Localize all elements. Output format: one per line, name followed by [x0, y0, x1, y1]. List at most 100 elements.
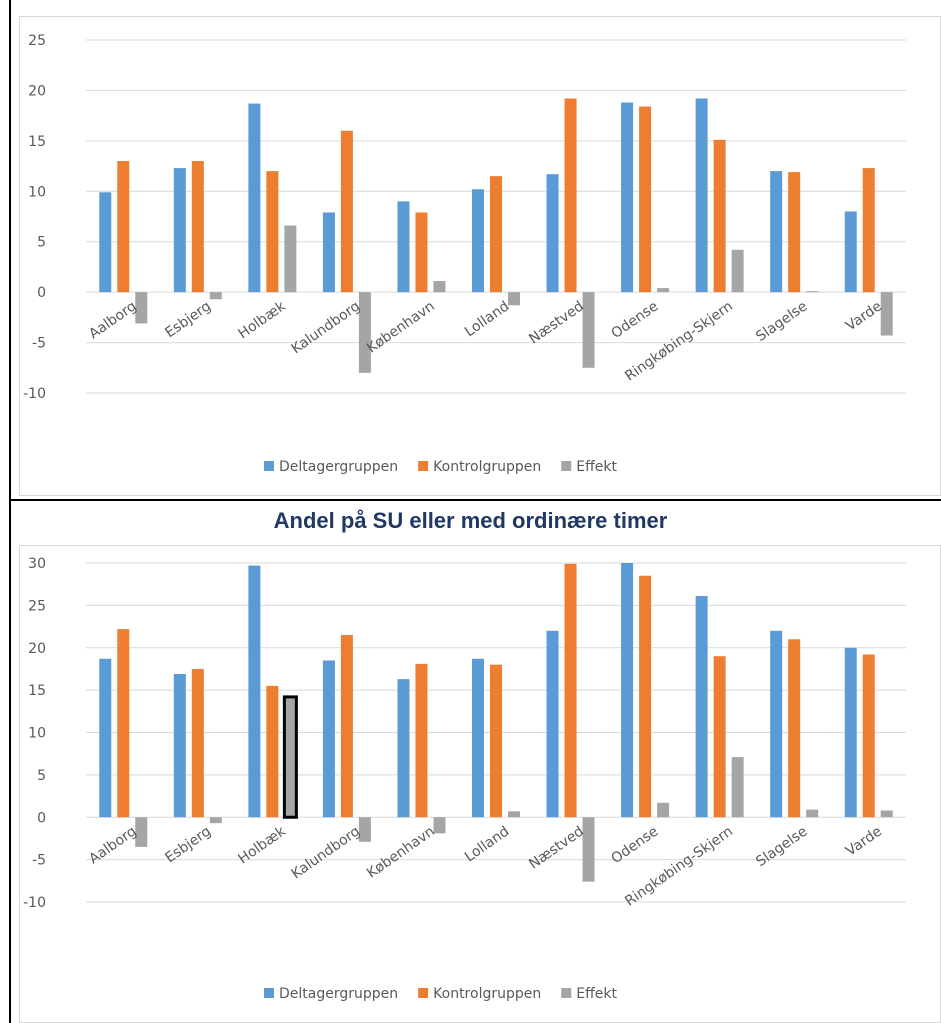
- bar-kontrolgruppen-7: [639, 106, 652, 293]
- bar-deltagergruppen-8: [695, 596, 708, 818]
- bar-kontrolgruppen-9: [788, 172, 801, 293]
- bar-deltagergruppen-7: [621, 563, 634, 818]
- bar-effekt-9: [806, 809, 819, 818]
- category-label: Aalborg: [86, 823, 139, 867]
- bar-effekt-4: [433, 281, 446, 293]
- bar-deltagergruppen-6: [546, 630, 559, 818]
- category-label: Slagelse: [753, 823, 810, 870]
- bar-effekt-4: [433, 817, 446, 834]
- y-tick-label: 0: [37, 285, 46, 301]
- y-tick-label: 15: [28, 683, 46, 699]
- left-border-line: [9, 0, 11, 1023]
- category-label: Lolland: [462, 823, 512, 865]
- bar-effekt-5: [508, 811, 520, 818]
- bar-effekt-0: [135, 292, 148, 324]
- bar-deltagergruppen-5: [472, 189, 484, 293]
- bar-effekt-7: [657, 802, 670, 818]
- legend-swatch: [561, 988, 572, 998]
- bar-deltagergruppen-7: [621, 102, 634, 293]
- bar-kontrolgruppen-5: [490, 176, 502, 293]
- bar-effekt-10: [880, 810, 893, 818]
- y-tick-label: 25: [28, 33, 46, 49]
- bar-deltagergruppen-0: [99, 658, 112, 818]
- bar-kontrolgruppen-10: [862, 654, 875, 818]
- y-tick-label: 20: [28, 641, 46, 657]
- bar-effekt-3: [358, 817, 371, 842]
- bar-deltagergruppen-8: [695, 98, 708, 293]
- bar-effekt-0: [135, 817, 148, 847]
- legend-label: Kontrolgruppen: [433, 986, 541, 1002]
- legend-label: Effekt: [576, 986, 617, 1002]
- bar-effekt-2: [282, 695, 298, 819]
- bar-deltagergruppen-1: [173, 168, 186, 293]
- y-tick-label: 5: [37, 768, 46, 784]
- bar-effekt-3: [358, 292, 371, 373]
- bar-deltagergruppen-3: [322, 660, 335, 818]
- y-tick-label: -10: [23, 895, 46, 911]
- bar-effekt-8: [731, 757, 744, 818]
- bar-deltagergruppen-10: [844, 211, 857, 293]
- legend-swatch: [264, 988, 274, 998]
- bar-kontrolgruppen-4: [415, 663, 428, 818]
- bar-effekt-6: [582, 292, 595, 368]
- bar-kontrolgruppen-7: [639, 575, 652, 818]
- legend-label: Effekt: [576, 459, 617, 475]
- y-tick-label: 0: [37, 810, 46, 826]
- bar-kontrolgruppen-0: [117, 629, 130, 818]
- bar-deltagergruppen-5: [472, 658, 484, 818]
- bar-kontrolgruppen-2: [266, 685, 279, 818]
- bar-deltagergruppen-9: [770, 630, 783, 818]
- y-tick-label: 10: [28, 726, 46, 742]
- bar-deltagergruppen-4: [397, 201, 410, 293]
- bar-effekt-2: [284, 225, 297, 293]
- bar-kontrolgruppen-6: [564, 98, 577, 293]
- legend-label: Deltagergruppen: [279, 986, 398, 1002]
- bar-kontrolgruppen-3: [340, 635, 353, 818]
- bar-effekt-1: [209, 817, 222, 824]
- bar-deltagergruppen-4: [397, 679, 410, 818]
- bar-kontrolgruppen-5: [490, 664, 502, 818]
- y-tick-label: 10: [28, 184, 46, 200]
- y-tick-label: 30: [28, 556, 46, 572]
- bar-effekt-6: [582, 817, 595, 882]
- bar-effekt-10: [880, 292, 893, 336]
- bar-kontrolgruppen-6: [564, 563, 577, 818]
- bar-effekt-5: [508, 292, 520, 306]
- category-label: Odense: [609, 823, 662, 867]
- legend-label: Kontrolgruppen: [433, 459, 541, 475]
- category-label: København: [364, 823, 438, 881]
- y-tick-label: -5: [32, 336, 46, 352]
- y-tick-label: 5: [37, 235, 46, 251]
- bar-effekt-7: [657, 288, 670, 293]
- y-tick-label: 20: [28, 83, 46, 99]
- bar-kontrolgruppen-4: [415, 212, 428, 293]
- chart-title: Andel på SU eller med ordinære timer: [273, 508, 668, 533]
- category-label: Kalundborg: [289, 823, 364, 882]
- legend-label: Deltagergruppen: [279, 459, 398, 475]
- bar-kontrolgruppen-3: [340, 130, 353, 293]
- y-tick-label: 15: [28, 134, 46, 150]
- bar-deltagergruppen-2: [248, 103, 261, 293]
- category-label: Varde: [843, 823, 885, 859]
- bar-kontrolgruppen-10: [862, 168, 875, 293]
- y-tick-label: -5: [32, 853, 46, 869]
- bar-kontrolgruppen-1: [191, 668, 204, 818]
- divider-line: [9, 499, 941, 501]
- bar-kontrolgruppen-2: [266, 171, 279, 293]
- bar-kontrolgruppen-8: [713, 656, 726, 818]
- legend-swatch: [264, 461, 274, 471]
- bar-effekt-8: [731, 249, 744, 293]
- bar-kontrolgruppen-9: [788, 639, 801, 818]
- category-label: Holbæk: [235, 823, 289, 867]
- bar-deltagergruppen-3: [322, 212, 335, 293]
- bar-deltagergruppen-2: [248, 565, 261, 818]
- bar-kontrolgruppen-8: [713, 139, 726, 293]
- bar-deltagergruppen-9: [770, 171, 783, 293]
- bar-kontrolgruppen-0: [117, 161, 130, 293]
- legend-swatch: [418, 461, 429, 471]
- bar-deltagergruppen-10: [844, 647, 857, 818]
- bar-effekt-1: [209, 292, 222, 300]
- bar-deltagergruppen-6: [546, 174, 559, 293]
